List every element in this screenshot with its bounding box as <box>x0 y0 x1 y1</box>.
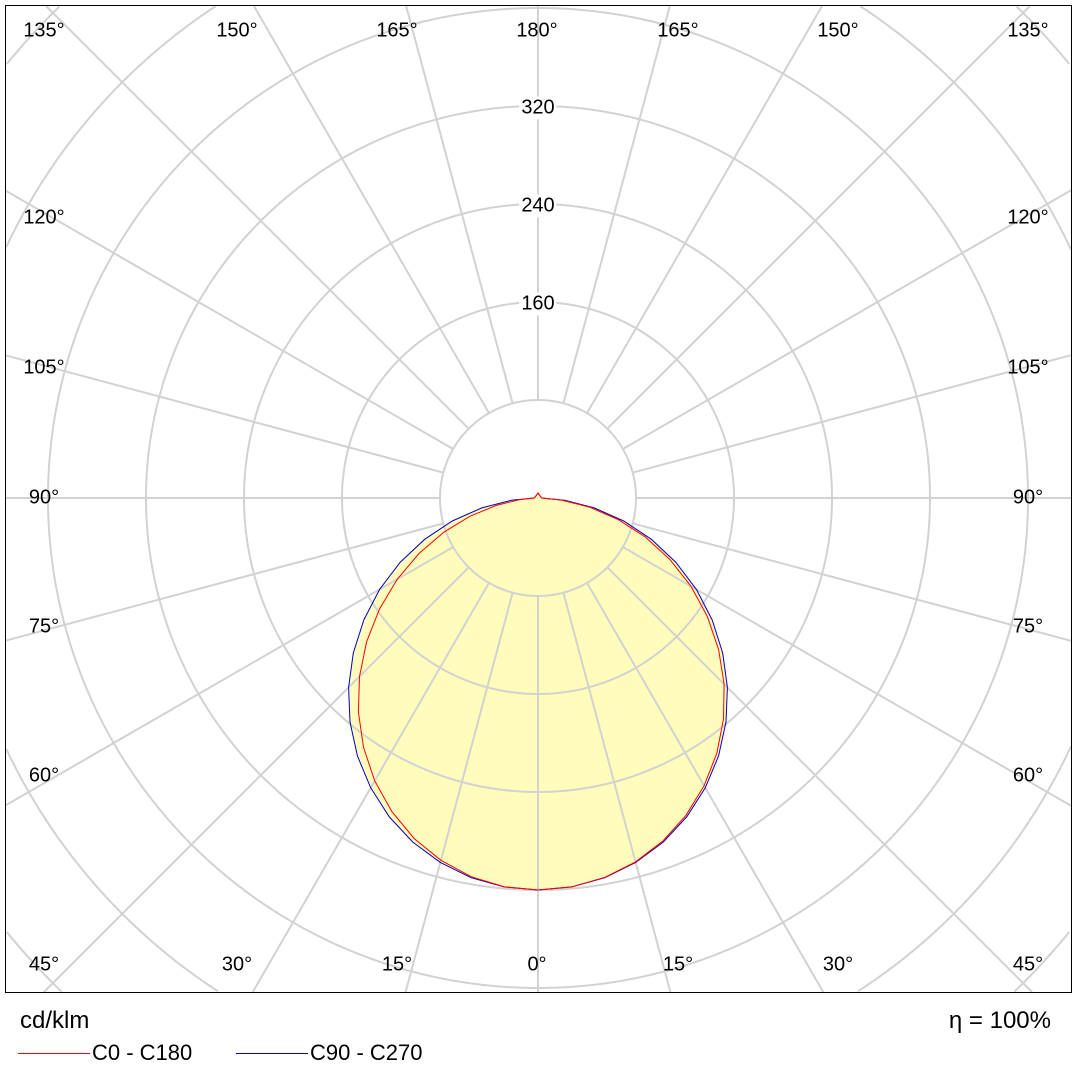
angle-label-left: 75° <box>28 615 60 638</box>
angle-label-bottom: 15° <box>662 953 694 976</box>
grid-spoke <box>5 546 454 807</box>
grid-spoke <box>405 5 514 404</box>
grid-spoke <box>253 5 490 414</box>
angle-label-right: 105° <box>1007 356 1049 379</box>
angle-label-left: 120° <box>23 206 65 229</box>
angle-label-bottom: 45° <box>28 953 60 976</box>
grid-spoke <box>43 566 470 993</box>
grid-spoke <box>622 546 1072 807</box>
legend-item-c90-c270: C90 - C270 <box>236 1040 423 1066</box>
angle-label-top: 135° <box>23 19 65 42</box>
angle-label-right: 60° <box>1012 764 1044 787</box>
grid-spoke <box>45 5 470 430</box>
angle-label-bottom: 30° <box>822 953 854 976</box>
grid-spoke <box>632 522 1072 642</box>
angle-label-bottom: 0° <box>527 953 547 976</box>
unit-label: cd/klm <box>20 1007 90 1034</box>
grid-spoke <box>5 354 444 474</box>
efficiency-value: 100% <box>989 1007 1051 1034</box>
grid-spoke <box>562 5 671 404</box>
angle-label-right: 90° <box>1012 486 1044 509</box>
grid-ring <box>6 5 1070 993</box>
legend-label: C90 - C270 <box>310 1040 423 1065</box>
legend-swatch-red <box>18 1052 90 1054</box>
angle-label-top: 150° <box>216 19 258 42</box>
angle-label-top: 165° <box>657 19 699 42</box>
grid-spoke <box>606 566 1033 993</box>
grid-spoke <box>622 189 1072 450</box>
efficiency-label: η = <box>948 1007 983 1034</box>
grid-ring <box>5 5 1072 992</box>
grid-spoke <box>606 5 1031 430</box>
angle-label-right: 120° <box>1007 206 1049 229</box>
grid-spoke <box>586 5 823 414</box>
angle-label-right: 75° <box>1012 615 1044 638</box>
angle-label-top: 135° <box>1007 19 1049 42</box>
grid-spoke <box>5 189 454 450</box>
radial-tick-label: 160 <box>519 292 557 316</box>
angle-label-bottom: 15° <box>381 953 413 976</box>
legend-item-c0-c180: C0 - C180 <box>18 1040 192 1066</box>
angle-label-bottom: 45° <box>1012 953 1044 976</box>
series-c0-c180-curve <box>357 492 725 891</box>
plot-frame <box>5 5 1072 993</box>
angle-label-top: 150° <box>817 19 859 42</box>
grid-spoke <box>5 522 444 642</box>
radial-tick-label: 320 <box>519 96 557 120</box>
legend-label: C0 - C180 <box>92 1040 193 1065</box>
radial-tick-label: 240 <box>519 194 557 218</box>
angle-label-top: 165° <box>376 19 418 42</box>
legend-swatch-blue <box>236 1052 308 1054</box>
angle-label-left: 60° <box>28 764 60 787</box>
grid-spoke <box>562 592 672 993</box>
angle-label-bottom: 30° <box>221 953 253 976</box>
angle-label-left: 90° <box>28 486 60 509</box>
grid-spoke <box>404 592 514 993</box>
efficiency-readout: η = 100% <box>949 1007 1051 1035</box>
grid-spoke <box>632 354 1072 474</box>
angle-label-left: 105° <box>23 356 65 379</box>
angle-label-top: 180° <box>516 19 558 42</box>
